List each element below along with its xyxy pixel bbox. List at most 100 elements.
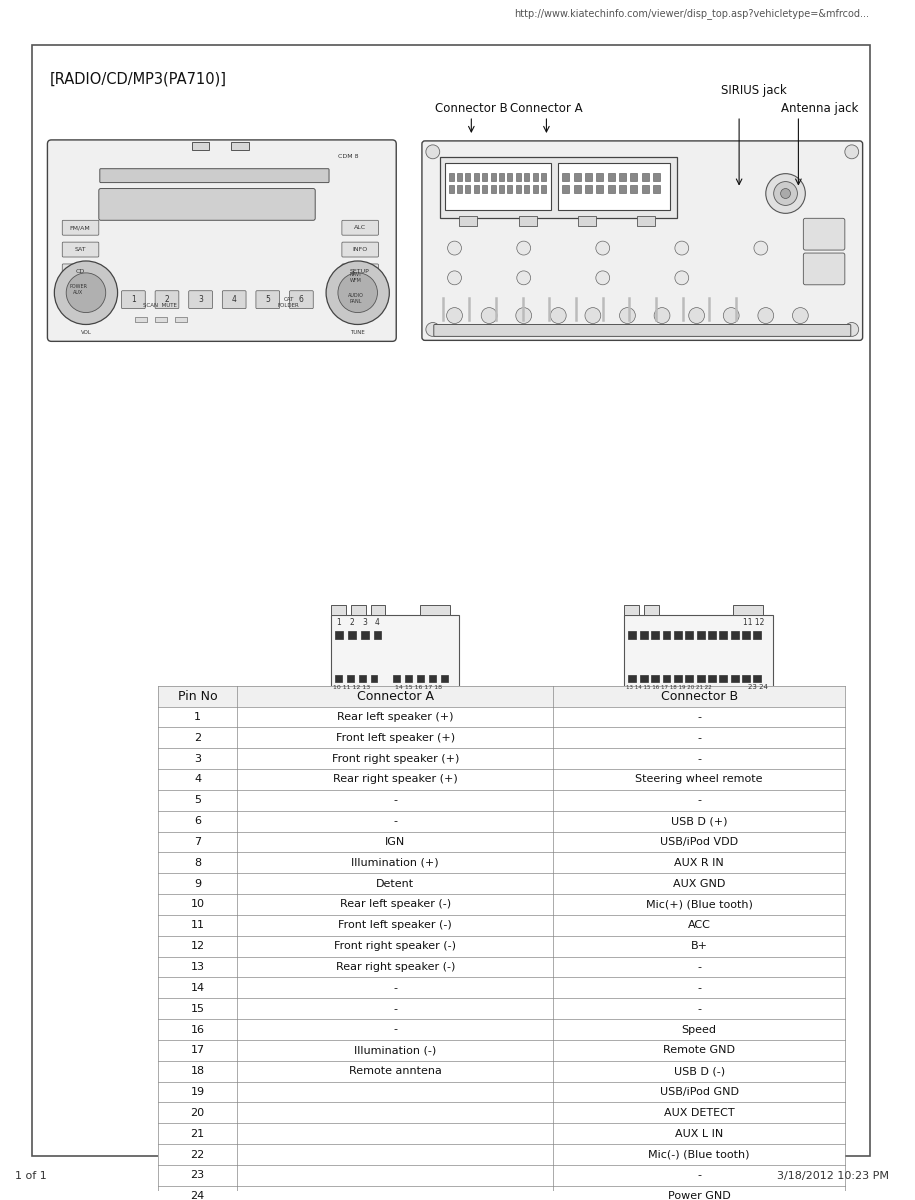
Text: Connector B: Connector B (661, 690, 737, 703)
Text: B+: B+ (691, 941, 707, 952)
Bar (335, 631, 343, 640)
Bar (474, 173, 479, 180)
Bar (158, 1040, 845, 1061)
Text: 3: 3 (199, 295, 203, 304)
Bar (574, 173, 580, 180)
Bar (651, 631, 659, 640)
Text: 19: 19 (190, 1087, 205, 1097)
Text: Remote anntena: Remote anntena (349, 1066, 442, 1076)
Text: 23: 23 (190, 1170, 205, 1181)
Bar (158, 1103, 845, 1123)
Text: SETUP: SETUP (350, 269, 370, 274)
FancyBboxPatch shape (122, 290, 145, 308)
Circle shape (447, 307, 462, 324)
Text: POWER
AUX: POWER AUX (69, 284, 87, 295)
Bar (441, 674, 447, 682)
Bar (696, 674, 705, 682)
Text: 14: 14 (190, 983, 205, 992)
Text: 4: 4 (375, 618, 380, 628)
Bar (541, 173, 546, 180)
Circle shape (675, 241, 689, 256)
FancyBboxPatch shape (803, 218, 845, 250)
Circle shape (758, 307, 774, 324)
Circle shape (66, 272, 106, 312)
Text: -: - (697, 1170, 701, 1181)
Text: AUX DETECT: AUX DETECT (663, 1108, 735, 1118)
FancyBboxPatch shape (803, 253, 845, 284)
Text: 18: 18 (190, 1066, 205, 1076)
Bar (405, 674, 412, 682)
Bar (638, 216, 655, 227)
Bar (640, 674, 648, 682)
Text: AUX L IN: AUX L IN (675, 1129, 723, 1139)
Text: 4: 4 (231, 295, 237, 304)
Text: 2: 2 (165, 295, 169, 304)
Bar (359, 674, 366, 682)
Text: -: - (393, 1003, 397, 1014)
Bar (578, 216, 596, 227)
Bar (158, 748, 845, 769)
Bar (231, 142, 249, 150)
Bar (158, 852, 845, 874)
Bar (158, 914, 845, 936)
Circle shape (723, 307, 739, 324)
Bar (466, 185, 470, 192)
Bar (619, 173, 626, 180)
Text: 21: 21 (190, 1129, 205, 1139)
Bar (619, 185, 626, 192)
Text: Rear right speaker (+): Rear right speaker (+) (333, 774, 458, 785)
Text: 16: 16 (190, 1025, 205, 1034)
Bar (733, 605, 763, 616)
Circle shape (596, 241, 609, 256)
Text: NAVI
WFM: NAVI WFM (350, 272, 361, 283)
Text: -: - (697, 796, 701, 805)
Circle shape (517, 241, 531, 256)
Circle shape (551, 307, 566, 324)
Text: TUNE: TUNE (350, 330, 365, 336)
Text: AUX GND: AUX GND (673, 878, 726, 889)
Text: 10: 10 (190, 900, 205, 910)
FancyBboxPatch shape (156, 290, 178, 308)
Text: Front left speaker (-): Front left speaker (-) (339, 920, 452, 930)
Bar (135, 317, 147, 323)
Bar (175, 317, 187, 323)
Text: 22: 22 (190, 1150, 205, 1159)
Bar (158, 1081, 845, 1103)
Text: FM/AM: FM/AM (70, 226, 91, 230)
Circle shape (619, 307, 635, 324)
Text: CAT
FOLDER: CAT FOLDER (277, 296, 299, 307)
Text: -: - (697, 962, 701, 972)
FancyBboxPatch shape (256, 290, 280, 308)
Circle shape (447, 271, 461, 284)
Text: CD: CD (75, 269, 85, 274)
Bar (742, 631, 750, 640)
Circle shape (596, 271, 609, 284)
Bar (499, 185, 504, 192)
Bar (371, 605, 385, 616)
Bar (331, 616, 459, 691)
Text: 3: 3 (194, 754, 201, 763)
Bar (719, 631, 727, 640)
Text: 1 of 1: 1 of 1 (15, 1171, 47, 1181)
Text: 20: 20 (190, 1108, 205, 1118)
Bar (644, 605, 659, 616)
Text: 3: 3 (362, 618, 367, 628)
Bar (753, 631, 761, 640)
FancyBboxPatch shape (62, 264, 99, 278)
Text: 4: 4 (194, 774, 201, 785)
Circle shape (517, 271, 531, 284)
Bar (625, 605, 640, 616)
Text: ALC: ALC (353, 226, 366, 230)
Text: -: - (697, 1003, 701, 1014)
Text: Speed: Speed (682, 1025, 716, 1034)
Bar (158, 874, 845, 894)
Circle shape (481, 307, 497, 324)
Bar (158, 956, 845, 978)
Bar (331, 605, 346, 616)
Bar (597, 185, 603, 192)
Text: -: - (697, 712, 701, 722)
Text: CDM 8: CDM 8 (338, 154, 359, 158)
FancyBboxPatch shape (339, 266, 371, 286)
Bar (490, 173, 496, 180)
Text: 15: 15 (190, 1003, 205, 1014)
